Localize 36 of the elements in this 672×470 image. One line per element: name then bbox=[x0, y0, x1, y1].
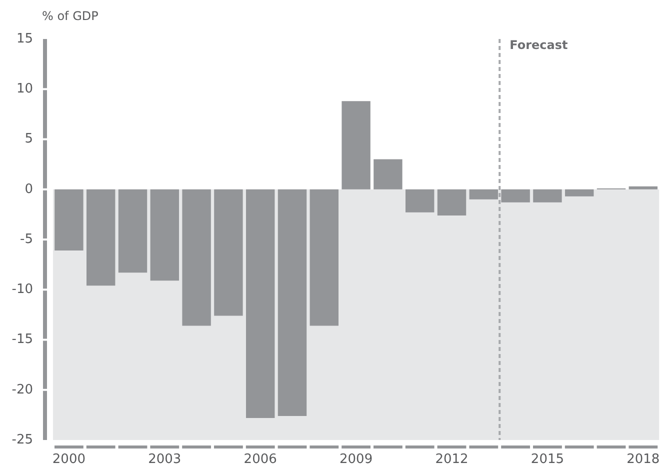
bar bbox=[342, 101, 370, 190]
ref-line-label: Forecast bbox=[510, 38, 568, 52]
bar bbox=[437, 189, 466, 216]
bar bbox=[533, 189, 562, 202]
x-tick-label: 2018 bbox=[626, 452, 660, 468]
bar bbox=[182, 189, 211, 326]
y-tick-label: 5 bbox=[24, 132, 33, 147]
x-tick-label: 2012 bbox=[435, 452, 468, 468]
x-tick-label: 2015 bbox=[530, 452, 564, 468]
x-tick-label: 2003 bbox=[148, 452, 182, 468]
bar bbox=[310, 189, 339, 326]
x-tick-label: 2000 bbox=[52, 452, 86, 468]
bar bbox=[565, 189, 594, 196]
bar bbox=[501, 189, 530, 202]
bar bbox=[214, 189, 243, 316]
x-tick-label: 2006 bbox=[244, 452, 277, 468]
y-tick-label: -20 bbox=[12, 382, 33, 398]
x-tick-label: 2009 bbox=[340, 452, 373, 468]
bar bbox=[469, 189, 498, 200]
y-tick-label: -5 bbox=[20, 232, 33, 247]
y-axis-title: % of GDP bbox=[42, 9, 98, 24]
y-tick-label: -10 bbox=[12, 282, 33, 297]
bar bbox=[278, 189, 307, 416]
bar bbox=[406, 189, 434, 212]
y-tick-label: 0 bbox=[24, 182, 33, 197]
y-tick-label: -25 bbox=[12, 432, 33, 448]
bar bbox=[628, 186, 658, 190]
y-tick-label: 15 bbox=[16, 31, 33, 46]
y-tick-label: -15 bbox=[12, 332, 33, 348]
bar bbox=[54, 189, 84, 251]
bar bbox=[118, 189, 148, 273]
bar bbox=[246, 189, 275, 418]
y-tick-label: 10 bbox=[16, 82, 33, 96]
bar bbox=[86, 189, 116, 286]
bar bbox=[374, 159, 402, 190]
bar bbox=[150, 189, 180, 281]
